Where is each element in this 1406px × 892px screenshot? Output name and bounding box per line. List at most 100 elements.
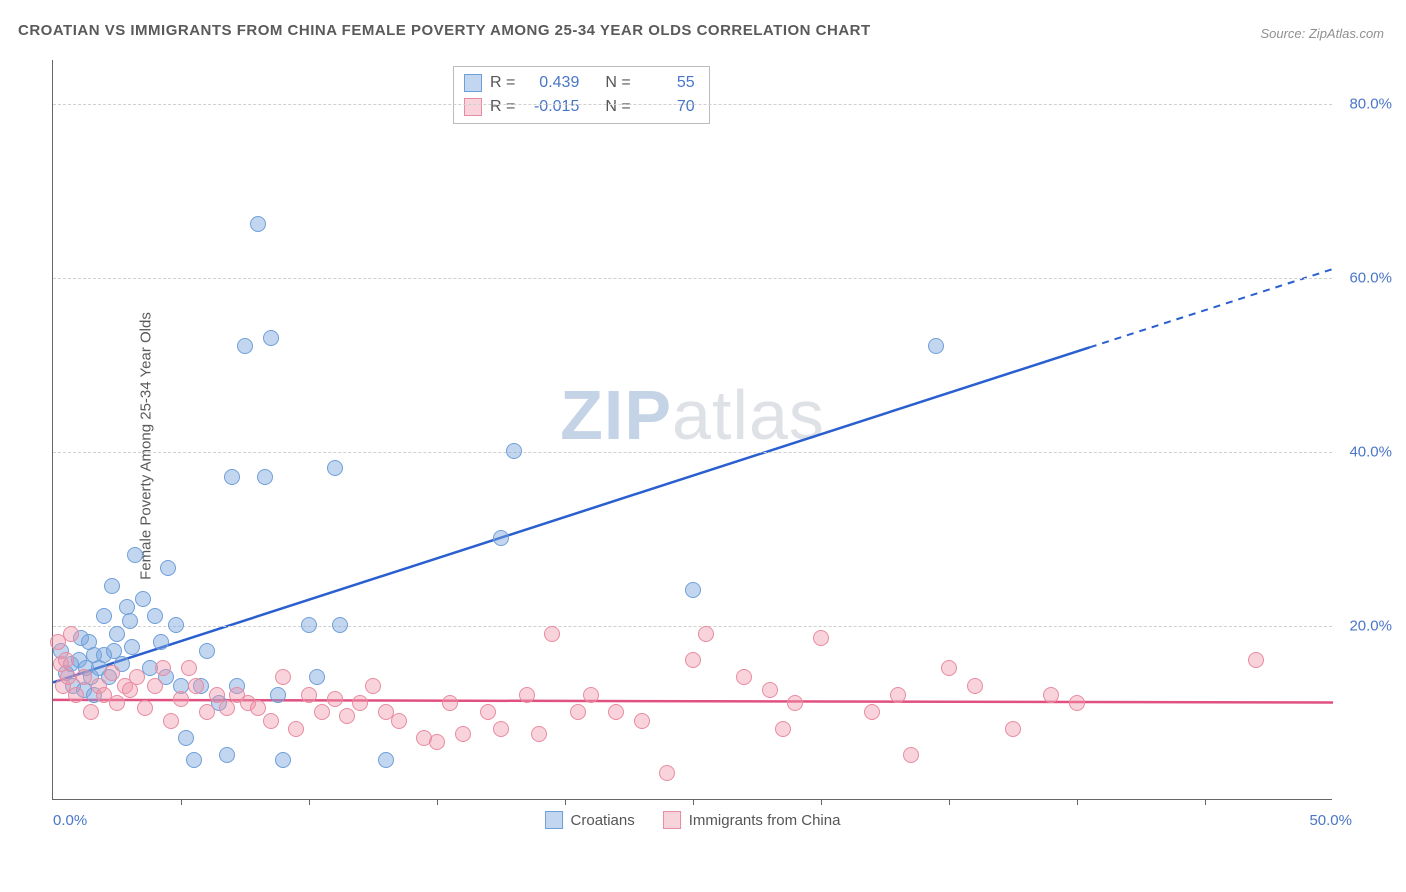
scatter-point-croatians [168,617,184,633]
stat-n-label: N = [605,95,630,119]
scatter-point-croatians [493,530,509,546]
chart-title: CROATIAN VS IMMIGRANTS FROM CHINA FEMALE… [18,22,871,39]
watermark-text: ZIPatlas [560,375,825,455]
scatter-point-china [634,713,650,729]
y-tick-label: 20.0% [1349,617,1392,634]
legend: Croatians Immigrants from China [545,811,841,829]
scatter-point-croatians [109,626,125,642]
scatter-point-china [301,687,317,703]
scatter-point-china [339,708,355,724]
x-tick [1205,799,1206,805]
scatter-point-china [787,695,803,711]
scatter-point-china [659,765,675,781]
x-axis-max-label: 50.0% [1309,812,1352,829]
scatter-point-china [608,704,624,720]
gridline [53,452,1332,453]
gridline [53,104,1332,105]
scatter-point-china [1043,687,1059,703]
scatter-point-china [544,626,560,642]
scatter-point-china [314,704,330,720]
scatter-point-china [813,630,829,646]
scatter-point-china [583,687,599,703]
scatter-point-croatians [178,730,194,746]
scatter-point-croatians [506,443,522,459]
scatter-point-croatians [263,330,279,346]
stats-row-croatians: R = 0.439 N = 55 [464,71,695,95]
stat-r-value: 0.439 [523,71,579,95]
scatter-point-croatians [270,687,286,703]
scatter-point-china [736,669,752,685]
trend-line-croatians [53,347,1090,682]
scatter-point-china [455,726,471,742]
scatter-point-croatians [301,617,317,633]
stat-r-value: -0.015 [523,95,579,119]
stat-n-value: 55 [639,71,695,95]
scatter-point-croatians [160,560,176,576]
scatter-point-china [1069,695,1085,711]
scatter-point-croatians [147,608,163,624]
scatter-point-china [288,721,304,737]
scatter-point-china [173,691,189,707]
scatter-point-china [188,678,204,694]
scatter-point-china [864,704,880,720]
scatter-point-china [429,734,445,750]
scatter-point-china [199,704,215,720]
scatter-point-china [762,682,778,698]
x-tick [565,799,566,805]
scatter-point-china [685,652,701,668]
scatter-point-china [129,669,145,685]
x-tick [437,799,438,805]
scatter-point-china [263,713,279,729]
scatter-point-croatians [199,643,215,659]
scatter-point-croatians [237,338,253,354]
x-tick [693,799,694,805]
scatter-point-china [155,660,171,676]
scatter-point-croatians [332,617,348,633]
scatter-point-china [68,687,84,703]
legend-label: Immigrants from China [689,812,841,829]
scatter-point-china [519,687,535,703]
gridline [53,278,1332,279]
scatter-point-croatians [309,669,325,685]
scatter-plot-area: ZIPatlas R =0.439N =55R =-0.015N =70 0.0… [52,60,1332,800]
y-tick-label: 60.0% [1349,269,1392,286]
scatter-point-croatians [928,338,944,354]
scatter-point-china [442,695,458,711]
y-tick-label: 40.0% [1349,443,1392,460]
scatter-point-croatians [378,752,394,768]
stats-row-china: R = -0.015 N = 70 [464,95,695,119]
x-tick [949,799,950,805]
scatter-point-croatians [153,634,169,650]
gridline [53,626,1332,627]
scatter-point-croatians [224,469,240,485]
source-attribution: Source: ZipAtlas.com [1260,26,1384,41]
stat-r-label: R = [490,95,515,119]
scatter-point-china [903,747,919,763]
stats-swatch-croatians [464,74,482,92]
stat-r-label: R = [490,71,515,95]
x-tick [309,799,310,805]
scatter-point-china [60,669,76,685]
legend-item-china: Immigrants from China [663,811,841,829]
scatter-point-china [493,721,509,737]
scatter-point-china [365,678,381,694]
legend-label: Croatians [571,812,635,829]
scatter-point-china [1005,721,1021,737]
y-tick-label: 80.0% [1349,95,1392,112]
stat-n-label: N = [605,71,630,95]
scatter-point-china [163,713,179,729]
scatter-point-china [137,700,153,716]
scatter-point-croatians [186,752,202,768]
stat-n-value: 70 [639,95,695,119]
scatter-point-croatians [122,613,138,629]
scatter-point-china [275,669,291,685]
scatter-point-croatians [250,216,266,232]
trend-line-dash-croatians [1090,269,1333,347]
scatter-point-china [890,687,906,703]
scatter-point-china [531,726,547,742]
scatter-point-china [698,626,714,642]
scatter-point-china [58,652,74,668]
scatter-point-croatians [127,547,143,563]
scatter-point-croatians [135,591,151,607]
legend-swatch-croatians [545,811,563,829]
